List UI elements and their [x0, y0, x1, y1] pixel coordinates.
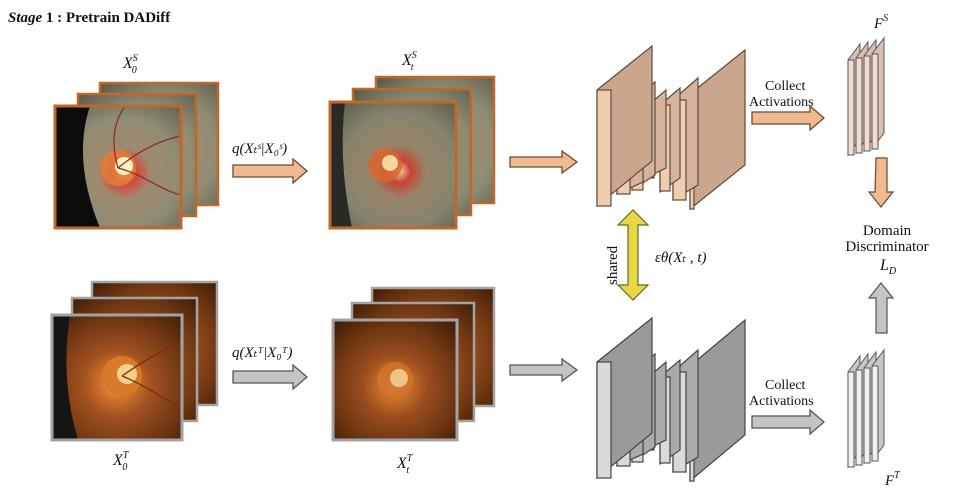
source-xt-stack: [328, 75, 496, 230]
fs-label: FS: [873, 13, 888, 32]
stage-title: Stage 1 : Pretrain DADiff: [8, 10, 171, 26]
discriminator-label: Discriminator: [845, 239, 928, 255]
q-source-arrow: [232, 157, 308, 185]
shared-label: shared: [605, 245, 621, 285]
epsilon-label: εθ(Xₜ , t): [655, 250, 707, 266]
source-xt-front-image: [328, 100, 458, 230]
collect-label-source: Collect: [765, 79, 806, 94]
q-target-arrow: [232, 363, 308, 391]
source-x0-stack: [53, 81, 220, 230]
target-to-unet-arrow: [509, 357, 579, 383]
q-source-label: q(Xₜˢ|X₀ˢ): [232, 141, 287, 157]
collect-label-target: Collect: [765, 378, 806, 393]
ft-label: FT: [884, 470, 901, 489]
x0t-label: XT 0: [112, 450, 130, 473]
source-to-unet-arrow: [509, 149, 579, 175]
ft-feature-stack: [847, 348, 885, 469]
target-x0-front-image: [50, 313, 184, 442]
ld-label: LD: [879, 257, 897, 277]
target-unet: [596, 316, 746, 483]
collect-arrow-source: [751, 104, 825, 132]
target-x0-stack: [50, 280, 219, 442]
activations-label-target: Activations: [749, 394, 814, 409]
x0s-label: XS 0: [122, 53, 138, 76]
xts-label: XS t: [401, 50, 417, 73]
q-target-label: q(Xₜᵀ|X₀ᵀ): [232, 345, 292, 361]
activations-label-source: Activations: [749, 95, 814, 110]
collect-arrow-target: [751, 408, 825, 436]
target-xt-front-image: [331, 318, 459, 442]
ft-to-discriminator-arrow: [867, 282, 895, 334]
target-xt-stack: [331, 286, 496, 442]
shared-arrow: [616, 209, 650, 301]
source-x0-front-image: [53, 104, 183, 230]
fs-to-discriminator-arrow: [867, 157, 895, 208]
xtt-label: XT t: [396, 453, 414, 476]
fs-feature-stack: [847, 36, 885, 157]
domain-label: Domain: [863, 223, 912, 239]
source-unet: [596, 44, 746, 211]
